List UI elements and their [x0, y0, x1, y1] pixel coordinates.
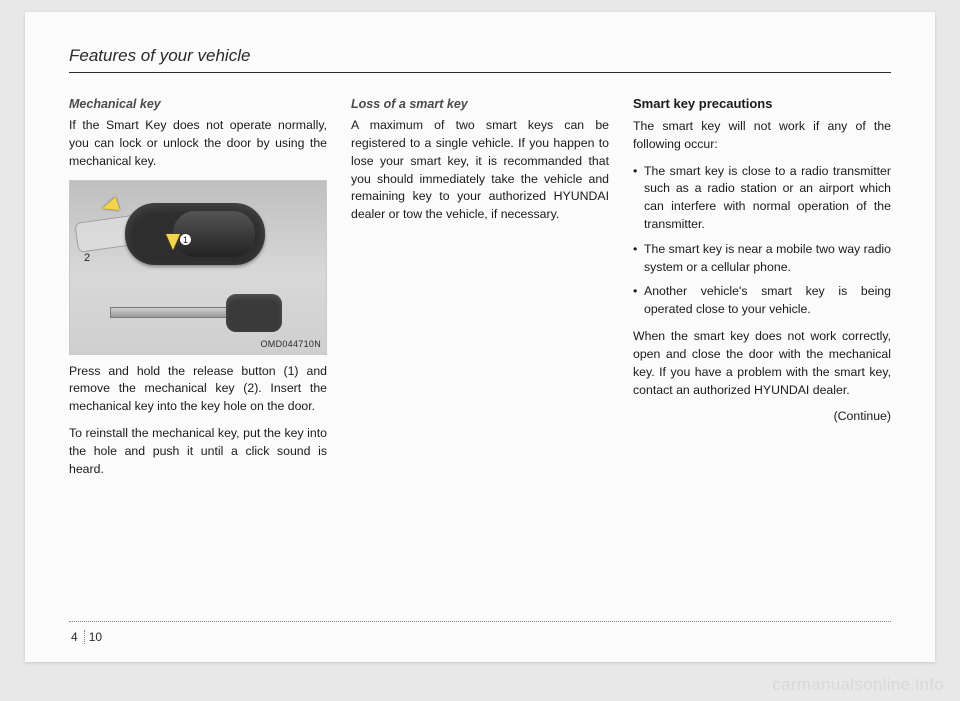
page-number: 4 10 — [71, 630, 102, 644]
watermark-text: carmanualsonline.info — [772, 675, 944, 695]
arrow-icon — [100, 196, 120, 214]
col3-para-1: The smart key will not work if any of th… — [633, 118, 891, 154]
column-3: Smart key precautions The smart key will… — [633, 95, 891, 488]
col3-bullet-3: Another vehicle's smart key is being ope… — [633, 283, 891, 319]
col3-para-2: When the smart key does not work correct… — [633, 328, 891, 399]
col3-heading: Smart key precautions — [633, 95, 891, 114]
chapter-title: Features of your vehicle — [69, 46, 891, 70]
col1-para-3: To reinstall the mechanical key, put the… — [69, 425, 327, 478]
page-index: 10 — [89, 630, 102, 644]
heading-rule — [69, 72, 891, 73]
content-columns: Mechanical key If the Smart Key does not… — [69, 95, 891, 488]
key-bow — [226, 294, 282, 332]
figure-code: OMD044710N — [260, 338, 321, 351]
key-shaft — [110, 307, 228, 318]
col3-bullet-list: The smart key is close to a radio transm… — [633, 163, 891, 320]
col2-heading: Loss of a smart key — [351, 95, 609, 113]
col1-para-1: If the Smart Key does not operate normal… — [69, 117, 327, 170]
col3-bullet-2: The smart key is near a mobile two way r… — [633, 241, 891, 277]
callout-1: 1 — [179, 233, 192, 246]
footer-rule — [69, 621, 891, 622]
manual-page: Features of your vehicle Mechanical key … — [25, 12, 935, 662]
callout-2-label: 2 — [84, 251, 90, 267]
smart-key-fob — [125, 203, 265, 265]
col3-bullet-1: The smart key is close to a radio transm… — [633, 163, 891, 234]
col1-heading: Mechanical key — [69, 95, 327, 113]
chapter-number: 4 — [71, 630, 85, 644]
column-2: Loss of a smart key A maximum of two sma… — [351, 95, 609, 488]
col1-para-2: Press and hold the release button (1) an… — [69, 363, 327, 416]
column-1: Mechanical key If the Smart Key does not… — [69, 95, 327, 488]
arrow-down-icon — [166, 234, 180, 250]
col2-para-1: A maximum of two smart keys can be regis… — [351, 117, 609, 224]
continue-indicator: (Continue) — [633, 408, 891, 426]
mechanical-key-drawing — [110, 294, 282, 332]
mechanical-key-figure: 1 2 OMD044710N — [69, 180, 327, 355]
